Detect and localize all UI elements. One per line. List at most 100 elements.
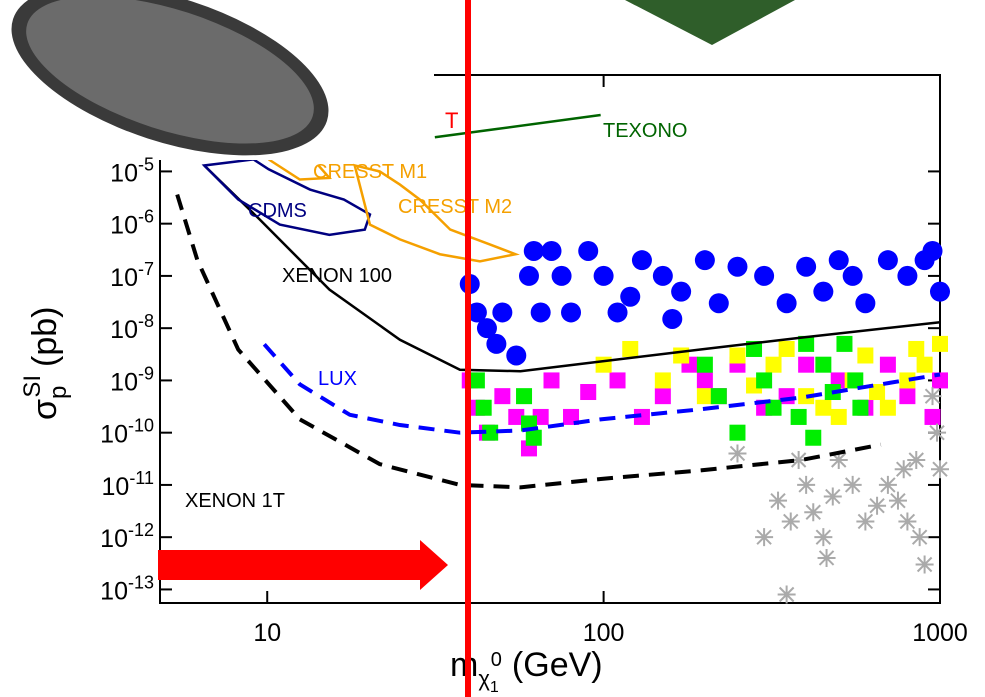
point	[531, 302, 551, 322]
point	[673, 347, 689, 363]
point	[580, 384, 596, 400]
point	[813, 282, 833, 302]
point	[868, 497, 886, 515]
y-tick-label: 10-9	[110, 363, 154, 396]
x-tick-label: 100	[583, 619, 625, 647]
point	[824, 488, 842, 506]
point	[878, 250, 898, 270]
point	[608, 302, 628, 322]
point	[778, 585, 796, 603]
point	[908, 341, 924, 357]
point	[889, 492, 907, 510]
curve-label: LUX	[318, 368, 357, 390]
title-part: χ	[478, 666, 490, 691]
point	[829, 250, 849, 270]
point	[917, 357, 933, 373]
point	[836, 336, 852, 352]
point	[897, 266, 917, 286]
point	[796, 257, 816, 277]
point	[596, 357, 612, 373]
chart: 10100100010-1310-1210-1110-1010-910-810-…	[0, 0, 985, 697]
title-part: σ	[26, 399, 64, 420]
point	[924, 387, 942, 405]
x-axis-title: mχ10(GeV)	[450, 646, 603, 696]
curve-label: CDMS	[248, 200, 307, 222]
title-part: m	[450, 646, 478, 684]
point	[815, 400, 831, 416]
point	[524, 241, 544, 261]
point	[925, 409, 941, 425]
point	[804, 503, 822, 521]
point	[695, 250, 715, 270]
y-tick-label: 10-10	[100, 416, 154, 449]
y-tick-label: 10-8	[110, 311, 154, 344]
point	[857, 347, 873, 363]
point	[653, 266, 673, 286]
point	[899, 388, 915, 404]
point	[911, 528, 929, 546]
point	[486, 334, 506, 354]
point	[729, 425, 745, 441]
point	[766, 357, 782, 373]
point	[697, 388, 713, 404]
y-tick-label: 10-13	[100, 572, 154, 605]
point	[818, 549, 836, 567]
point	[552, 266, 572, 286]
point	[542, 241, 562, 261]
point	[729, 347, 745, 363]
point	[898, 512, 916, 530]
point	[516, 388, 532, 404]
point	[671, 282, 691, 302]
y-tick-label: 10-11	[102, 468, 155, 501]
leaf-photo	[625, 0, 795, 45]
title-part: 0	[491, 649, 502, 671]
point	[779, 341, 795, 357]
point	[756, 372, 772, 388]
point	[544, 372, 560, 388]
point	[843, 266, 863, 286]
y-tick-label: 10-7	[110, 259, 154, 292]
point	[844, 476, 862, 494]
point	[879, 476, 897, 494]
point	[880, 357, 896, 373]
point	[655, 388, 671, 404]
point	[697, 357, 713, 373]
point	[814, 528, 832, 546]
point	[728, 444, 746, 462]
arrow	[158, 540, 448, 590]
point	[709, 293, 729, 313]
point	[856, 512, 874, 530]
point	[782, 512, 800, 530]
point	[469, 372, 485, 388]
point	[777, 293, 797, 313]
curve-label: XENON 100	[282, 265, 392, 287]
point	[805, 430, 821, 446]
point	[662, 309, 682, 329]
point	[928, 424, 946, 442]
point	[932, 336, 948, 352]
point	[519, 266, 539, 286]
point	[711, 388, 727, 404]
title-part: (GeV)	[512, 646, 603, 684]
y-tick-label: 10-6	[110, 207, 154, 240]
point	[931, 460, 949, 478]
point	[727, 257, 747, 277]
curve-label: CRESST M2	[398, 196, 512, 218]
point	[895, 460, 913, 478]
point	[622, 341, 638, 357]
x-tick-label: 10	[253, 619, 281, 647]
curve-label: TEXONO	[603, 120, 687, 142]
point	[697, 372, 713, 388]
point	[907, 451, 925, 469]
annotation: T	[445, 108, 458, 133]
point	[930, 282, 950, 302]
point	[797, 476, 815, 494]
point	[561, 302, 581, 322]
curve	[435, 115, 601, 137]
point	[755, 528, 773, 546]
point	[798, 357, 814, 373]
point	[578, 241, 598, 261]
y-tick-label: 10-12	[100, 520, 154, 553]
point	[526, 430, 542, 446]
point	[831, 409, 847, 425]
